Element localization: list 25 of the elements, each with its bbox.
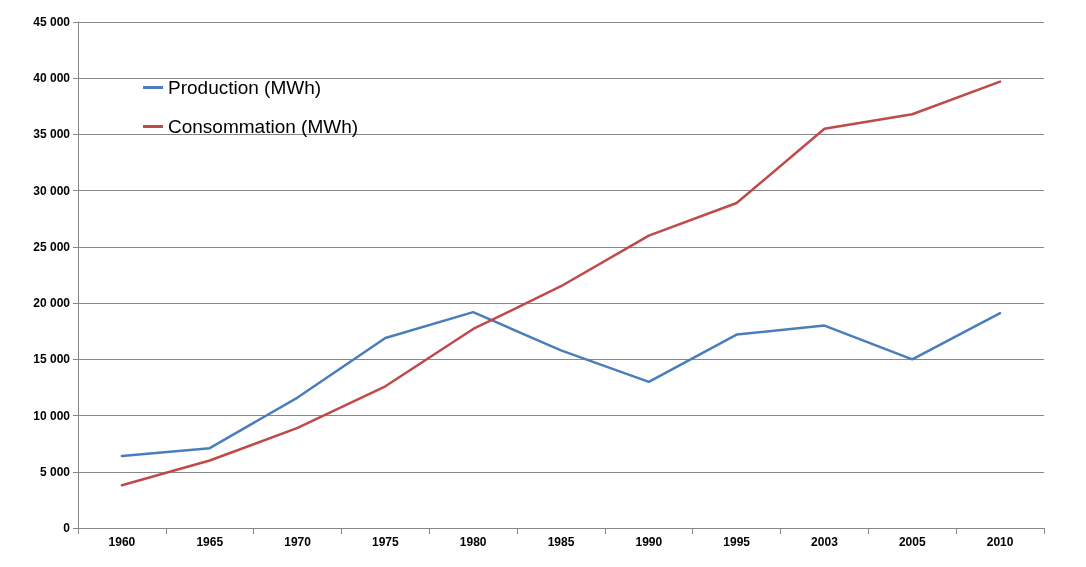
x-tick-label: 1970: [284, 535, 312, 549]
legend-label: Production (MWh): [168, 77, 322, 98]
y-tick-label: 30 000: [33, 183, 71, 198]
y-tick-label: 35 000: [33, 127, 71, 142]
x-tick-label: 1990: [635, 535, 663, 549]
y-tick-label: 45 000: [33, 15, 71, 29]
y-tick-label: 20 000: [33, 296, 71, 311]
y-tick-label: 40 000: [33, 71, 71, 86]
x-tick-label: 1985: [547, 535, 575, 549]
line-series: [120, 80, 1002, 487]
x-tick-label: 1965: [196, 535, 224, 549]
y-tick-label: 15 000: [33, 352, 71, 367]
x-tick-label: 2003: [811, 535, 839, 549]
y-tick-label: 5 000: [39, 464, 71, 479]
y-tick-label: 0: [63, 521, 71, 535]
x-tick-label: 1995: [723, 535, 751, 549]
x-tick-label: 2010: [986, 535, 1014, 549]
y-tick-label: 25 000: [33, 239, 71, 254]
y-tick-label: 10 000: [33, 408, 71, 423]
legend-label: Consommation (MWh): [168, 116, 359, 137]
x-tick-label: 1980: [459, 535, 487, 549]
x-tick-label: 2005: [898, 535, 926, 549]
line-series: [120, 310, 1002, 458]
x-tick-label: 1975: [372, 535, 400, 549]
x-tick-label: 1960: [108, 535, 136, 549]
